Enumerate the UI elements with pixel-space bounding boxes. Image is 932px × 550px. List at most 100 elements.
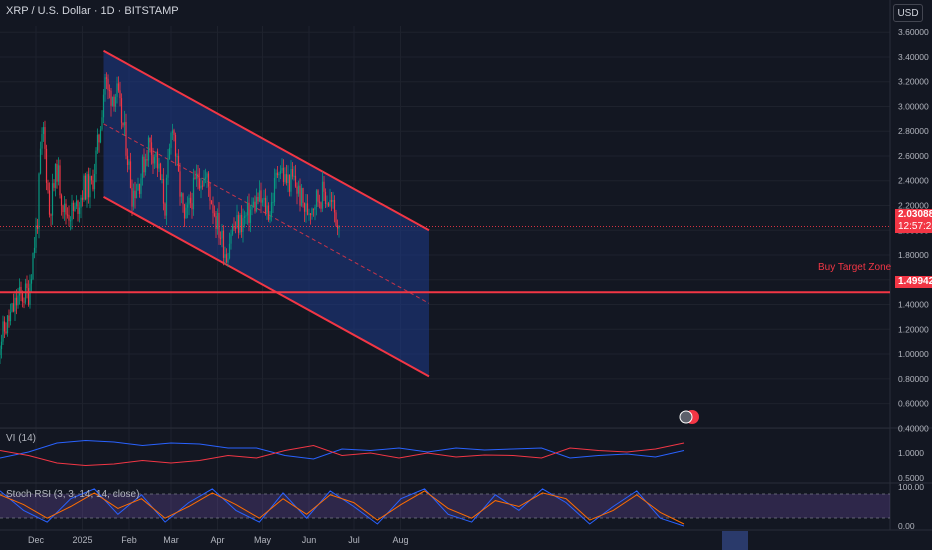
candle-body xyxy=(225,254,228,263)
candle-body xyxy=(185,207,187,219)
candle-body xyxy=(281,167,283,171)
price-tick-label: 3.60000 xyxy=(898,27,929,37)
candle-body xyxy=(227,258,229,263)
candle-body xyxy=(314,206,316,210)
candle-body xyxy=(197,173,199,179)
candle-body xyxy=(303,202,306,212)
candle-body xyxy=(246,202,249,216)
candle-body xyxy=(12,303,15,312)
candle-body xyxy=(74,206,76,211)
candle-body xyxy=(30,279,33,284)
candle-body xyxy=(114,96,117,107)
candle-body xyxy=(297,185,300,194)
candle-body xyxy=(23,301,25,303)
candle-body xyxy=(44,127,46,149)
time-tick-label: May xyxy=(254,535,272,545)
candle-body xyxy=(164,203,166,216)
levels xyxy=(0,226,890,424)
candle-body xyxy=(270,202,273,217)
candle-body xyxy=(102,94,105,118)
candle-body xyxy=(57,165,60,182)
candle-body xyxy=(113,96,115,107)
price-tick-label: 0.60000 xyxy=(898,399,929,409)
candle-body xyxy=(177,155,180,172)
candle-body xyxy=(291,168,294,177)
candle-body xyxy=(47,182,49,191)
candle-body xyxy=(125,121,127,156)
candle-body xyxy=(224,254,226,258)
candle-body xyxy=(5,331,7,334)
price-tick-label: 0.40000 xyxy=(898,423,929,433)
candle-body xyxy=(266,205,268,213)
candle-body xyxy=(80,197,82,208)
vi-tick-label: 1.0000 xyxy=(898,448,924,458)
candle-body xyxy=(299,185,301,206)
candle-body xyxy=(240,214,243,232)
candle-body xyxy=(14,297,16,312)
channel-upper-line xyxy=(103,49,430,232)
candle-body xyxy=(290,168,292,192)
axes: 3.60000 3.40000 3.20000 3.00000 2.80000 2.600… xyxy=(28,27,929,550)
time-tick-label: Feb xyxy=(121,535,137,545)
candle-body xyxy=(101,117,103,130)
candle-body xyxy=(201,185,204,187)
channel-midline xyxy=(103,123,430,304)
candle-body xyxy=(162,178,165,204)
candle-body xyxy=(3,321,6,332)
candle-body xyxy=(269,216,271,220)
candle-body xyxy=(84,175,87,200)
candle-body xyxy=(149,137,151,143)
candle-body xyxy=(66,214,69,216)
candle-body xyxy=(107,78,109,91)
candle-body xyxy=(0,349,1,356)
candle-body xyxy=(332,199,334,202)
candle-body xyxy=(336,225,339,229)
candle-body xyxy=(338,226,340,229)
candle-body xyxy=(147,137,150,161)
candle-body xyxy=(171,130,174,133)
candle-body xyxy=(144,159,147,173)
candle-body xyxy=(51,183,54,216)
candle-body xyxy=(122,122,124,126)
candle-body xyxy=(15,297,18,306)
candle-body xyxy=(258,190,261,202)
candle-body xyxy=(230,234,232,244)
candle-body xyxy=(278,173,280,176)
candle-body xyxy=(9,311,12,322)
candle-body xyxy=(134,190,136,199)
currency-button[interactable]: USD xyxy=(893,4,923,22)
candle-body xyxy=(333,199,336,213)
candle-body xyxy=(68,214,70,221)
price-tick-label: 3.40000 xyxy=(898,52,929,62)
candle-body xyxy=(179,171,181,197)
candle-body xyxy=(188,197,190,205)
candle-body xyxy=(48,190,51,215)
candle-body xyxy=(329,200,331,206)
candle-body xyxy=(120,98,123,123)
candle-body xyxy=(320,202,322,209)
candle-body xyxy=(86,174,88,200)
candle-body xyxy=(128,161,130,165)
candle-body xyxy=(17,295,19,306)
candle-body xyxy=(212,204,214,214)
candle-body xyxy=(6,315,9,334)
candle-body xyxy=(92,180,94,190)
candle-body xyxy=(324,191,327,204)
candle-body xyxy=(135,190,138,199)
candle-body xyxy=(248,202,250,223)
candle-body xyxy=(155,151,157,158)
candle-body xyxy=(308,213,310,215)
candle-body xyxy=(65,203,67,215)
candle-body xyxy=(33,247,36,253)
countdown-tag: 12:57:28 xyxy=(895,221,932,233)
candle-body xyxy=(173,130,175,135)
candle-body xyxy=(323,181,325,192)
candle-body xyxy=(108,90,111,92)
candle-body xyxy=(126,155,129,165)
candle-body xyxy=(300,188,303,206)
buy-target-zone-label: Buy Target Zone xyxy=(818,262,892,273)
candle-body xyxy=(150,142,153,155)
candle-body xyxy=(318,201,321,203)
candle-body xyxy=(191,203,193,210)
candle-body xyxy=(146,159,148,161)
